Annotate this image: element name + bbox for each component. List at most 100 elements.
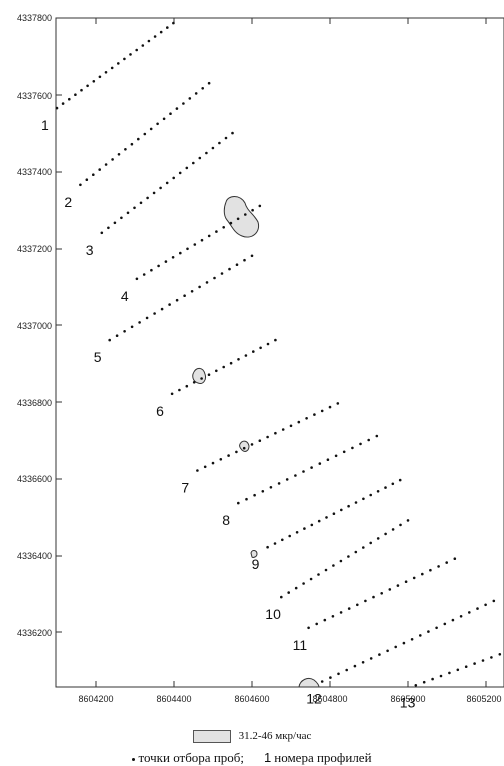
sample-point (162, 117, 166, 121)
y-tick-label: 4336400 (17, 551, 52, 561)
sample-point (456, 668, 460, 672)
sample-point (431, 677, 434, 681)
sample-point (133, 206, 136, 210)
sample-point (138, 321, 141, 324)
sample-point (406, 519, 410, 522)
sample-point (281, 538, 284, 542)
sample-point (369, 541, 373, 545)
sample-point (302, 582, 305, 585)
sample-point (169, 112, 172, 115)
x-tick-label: 8605000 (390, 694, 425, 704)
y-tick-label: 4337600 (17, 91, 52, 101)
sample-point (182, 102, 185, 105)
sample-point (492, 599, 496, 603)
sample-point (421, 572, 424, 576)
legend-profile-number: 1 (264, 750, 272, 765)
sample-point (146, 196, 149, 200)
sample-point (153, 312, 156, 315)
sample-point (179, 251, 182, 255)
sample-point (231, 131, 234, 135)
sample-point (200, 377, 203, 380)
sample-point (86, 84, 89, 88)
sample-point (410, 638, 414, 641)
sample-point (100, 231, 104, 235)
anomaly-zone (250, 550, 258, 558)
sample-point (320, 680, 324, 683)
sample-point (147, 39, 151, 43)
sample-point (391, 528, 395, 531)
sample-point (110, 66, 114, 70)
sample-point (453, 557, 457, 560)
sample-point (113, 221, 117, 225)
sample-point (130, 325, 134, 329)
anomaly-zones (192, 196, 320, 688)
sample-point (354, 501, 358, 504)
sample-point (481, 659, 485, 662)
sample-point (353, 664, 357, 668)
sample-point (222, 365, 225, 369)
sample-point (372, 595, 375, 599)
sample-point (376, 537, 380, 540)
sample-point (229, 221, 233, 225)
sample-point (342, 450, 346, 454)
sample-point (490, 656, 493, 659)
sample-point (222, 226, 225, 229)
sample-point (74, 93, 77, 96)
sample-point (391, 482, 395, 486)
sample-point (323, 618, 327, 622)
sample-point (211, 146, 215, 150)
sample-point (274, 338, 277, 342)
legend-sample-points-label: точки отбора проб; (138, 750, 245, 765)
sample-point (266, 545, 269, 549)
sample-point (203, 465, 207, 469)
y-axis: 4337800 4337600 4337400 4337200 4337000 … (17, 13, 62, 638)
sample-point (280, 595, 283, 599)
sample-point (115, 334, 119, 338)
sample-point (124, 148, 127, 151)
sample-point (339, 559, 343, 563)
sample-point (137, 137, 140, 141)
sample-point (386, 649, 389, 653)
sample-point (157, 264, 160, 268)
sample-point (285, 478, 289, 481)
sample-point (356, 603, 359, 607)
sample-point (55, 106, 59, 110)
sample-point (215, 230, 218, 233)
sample-point (160, 307, 164, 311)
sample-point (367, 438, 371, 442)
sample-point (339, 611, 343, 614)
sample-point (388, 588, 392, 591)
sample-point (205, 281, 209, 284)
sample-point (266, 435, 269, 439)
sample-point (153, 35, 157, 38)
sample-point (384, 532, 387, 536)
sample-point (422, 680, 426, 684)
sample-point (359, 442, 362, 446)
sample-point (219, 458, 223, 461)
sample-point (289, 424, 293, 428)
sample-point (170, 392, 174, 396)
sample-point (141, 44, 145, 47)
sample-point (394, 645, 398, 649)
sample-point (135, 48, 138, 52)
sample-point (468, 611, 471, 614)
x-tick-label: 8604200 (78, 694, 113, 704)
sample-point (207, 81, 211, 85)
sample-point (85, 178, 89, 181)
sample-point (364, 599, 367, 603)
sample-point (108, 338, 111, 342)
sample-point (484, 603, 487, 607)
sample-point (399, 523, 402, 527)
x-tick-label: 8604600 (234, 694, 269, 704)
sample-point (123, 57, 126, 61)
sample-point (79, 183, 82, 187)
sample-point (126, 211, 130, 215)
sample-point (259, 346, 262, 350)
sample-point (175, 298, 179, 302)
sample-point (123, 330, 126, 333)
sample-point (143, 132, 147, 136)
sample-point (398, 478, 402, 482)
sample-point (164, 260, 168, 263)
sample-point (159, 30, 163, 34)
